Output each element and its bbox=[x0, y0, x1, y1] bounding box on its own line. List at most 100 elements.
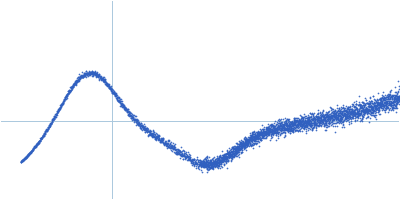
Point bbox=[257, 138, 264, 141]
Point bbox=[279, 127, 285, 130]
Point bbox=[56, 105, 63, 109]
Point bbox=[287, 125, 293, 128]
Point bbox=[232, 151, 238, 155]
Point bbox=[294, 123, 300, 127]
Point bbox=[278, 120, 285, 124]
Point bbox=[237, 141, 244, 144]
Point bbox=[190, 162, 196, 165]
Point bbox=[316, 118, 322, 122]
Point bbox=[323, 112, 330, 115]
Point bbox=[96, 74, 102, 78]
Point bbox=[343, 120, 350, 123]
Point bbox=[163, 144, 170, 147]
Point bbox=[55, 110, 61, 113]
Point bbox=[299, 125, 305, 128]
Point bbox=[279, 128, 285, 131]
Point bbox=[368, 111, 374, 114]
Point bbox=[198, 163, 204, 167]
Point bbox=[334, 118, 340, 121]
Point bbox=[44, 127, 50, 130]
Point bbox=[240, 143, 247, 147]
Point bbox=[231, 147, 237, 151]
Point bbox=[261, 132, 267, 135]
Point bbox=[373, 105, 379, 108]
Point bbox=[287, 130, 294, 133]
Point bbox=[36, 139, 42, 143]
Point bbox=[303, 123, 310, 126]
Point bbox=[261, 133, 268, 136]
Point bbox=[298, 118, 305, 122]
Point bbox=[292, 129, 298, 132]
Point bbox=[202, 163, 208, 167]
Point bbox=[302, 116, 308, 119]
Point bbox=[251, 137, 258, 140]
Point bbox=[61, 98, 67, 101]
Point bbox=[348, 110, 354, 114]
Point bbox=[88, 72, 94, 75]
Point bbox=[213, 166, 220, 169]
Point bbox=[338, 113, 344, 116]
Point bbox=[217, 161, 223, 164]
Point bbox=[93, 74, 100, 77]
Point bbox=[328, 108, 335, 111]
Point bbox=[242, 143, 248, 146]
Point bbox=[57, 106, 64, 109]
Point bbox=[265, 129, 272, 132]
Point bbox=[35, 140, 42, 144]
Point bbox=[245, 138, 252, 142]
Point bbox=[88, 72, 94, 75]
Point bbox=[252, 138, 258, 142]
Point bbox=[191, 164, 197, 167]
Point bbox=[253, 137, 260, 140]
Point bbox=[210, 161, 216, 164]
Point bbox=[120, 106, 127, 109]
Point bbox=[314, 117, 321, 120]
Point bbox=[370, 105, 377, 108]
Point bbox=[174, 149, 180, 153]
Point bbox=[319, 112, 325, 115]
Point bbox=[116, 104, 123, 107]
Point bbox=[250, 132, 257, 135]
Point bbox=[210, 165, 216, 168]
Point bbox=[344, 113, 350, 116]
Point bbox=[166, 145, 172, 148]
Point bbox=[171, 145, 177, 149]
Point bbox=[369, 111, 375, 114]
Point bbox=[259, 133, 265, 136]
Point bbox=[306, 122, 312, 125]
Point bbox=[176, 151, 182, 155]
Point bbox=[388, 101, 394, 104]
Point bbox=[249, 138, 256, 141]
Point bbox=[355, 115, 362, 118]
Point bbox=[114, 97, 120, 100]
Point bbox=[372, 104, 378, 107]
Point bbox=[299, 121, 305, 124]
Point bbox=[389, 96, 396, 99]
Point bbox=[112, 93, 118, 96]
Point bbox=[54, 109, 61, 112]
Point bbox=[98, 77, 104, 80]
Point bbox=[71, 81, 78, 84]
Point bbox=[261, 134, 268, 137]
Point bbox=[210, 160, 216, 163]
Point bbox=[314, 115, 320, 118]
Point bbox=[340, 103, 346, 106]
Point bbox=[225, 152, 232, 155]
Point bbox=[167, 142, 174, 145]
Point bbox=[282, 129, 288, 132]
Point bbox=[367, 112, 373, 116]
Point bbox=[239, 144, 245, 147]
Point bbox=[273, 125, 280, 128]
Point bbox=[300, 127, 307, 130]
Point bbox=[372, 106, 378, 109]
Point bbox=[243, 144, 250, 147]
Point bbox=[237, 140, 243, 143]
Point bbox=[360, 100, 366, 103]
Point bbox=[284, 127, 291, 130]
Point bbox=[372, 110, 379, 114]
Point bbox=[236, 155, 242, 159]
Point bbox=[220, 157, 227, 161]
Point bbox=[40, 135, 46, 138]
Point bbox=[235, 145, 241, 148]
Point bbox=[295, 129, 301, 132]
